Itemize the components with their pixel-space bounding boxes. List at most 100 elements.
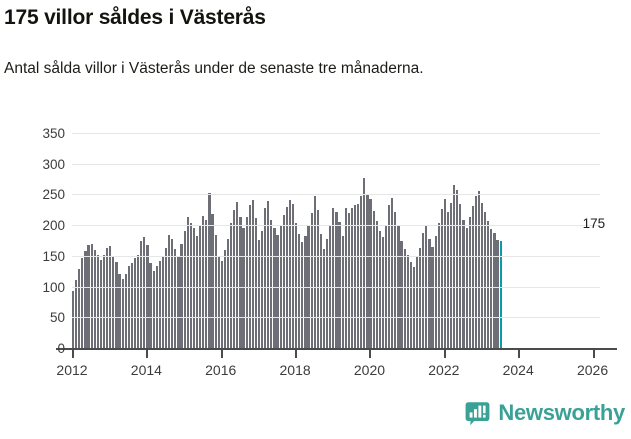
bar <box>288 199 292 348</box>
bar <box>465 227 468 348</box>
bar <box>254 218 257 348</box>
bar <box>127 266 130 348</box>
bar <box>403 248 406 348</box>
bar <box>143 237 146 348</box>
bar <box>378 231 381 348</box>
brand-name: Newsworthy <box>498 400 625 425</box>
bar <box>434 236 437 348</box>
bar <box>332 207 335 348</box>
bar <box>471 206 474 348</box>
bar <box>239 217 242 348</box>
bar <box>496 239 499 348</box>
bar-latest <box>499 240 503 348</box>
plot-area <box>72 133 600 348</box>
bar <box>158 261 161 348</box>
bar <box>440 209 443 348</box>
newsworthy-logo[interactable]: Newsworthy <box>465 400 625 426</box>
bar <box>319 233 323 348</box>
bar <box>183 231 186 348</box>
bar <box>493 232 496 348</box>
bar <box>81 258 84 348</box>
bar <box>245 217 248 348</box>
bar <box>164 247 168 348</box>
y-axis-tick-label: 200 <box>42 218 65 234</box>
bar <box>93 249 96 348</box>
bar <box>400 240 403 348</box>
x-axis-tick-label: 2020 <box>353 362 386 378</box>
bar <box>146 244 149 348</box>
bar <box>180 243 183 348</box>
bar <box>375 220 378 348</box>
bar <box>453 184 456 348</box>
bar <box>487 220 490 348</box>
bar <box>456 189 459 348</box>
bar <box>205 220 208 348</box>
bar <box>242 227 245 348</box>
y-axis-tick-label: 0 <box>57 341 65 356</box>
bar <box>174 249 177 348</box>
bar <box>102 255 106 348</box>
gridline <box>72 225 600 227</box>
bar <box>480 203 484 348</box>
bar <box>394 211 397 348</box>
bar <box>459 204 462 348</box>
gridline <box>72 163 600 165</box>
bar <box>78 268 81 348</box>
x-axis-tick <box>146 350 149 358</box>
y-axis-tick-label: 150 <box>42 248 65 264</box>
bar <box>446 211 450 348</box>
value-annotation: 175 <box>582 215 606 231</box>
x-axis-tick-label: 2022 <box>428 362 460 378</box>
bar <box>270 220 273 348</box>
bar-series <box>72 133 600 348</box>
bar <box>363 178 366 348</box>
bar <box>208 193 211 348</box>
bar <box>335 212 338 348</box>
bar <box>388 204 391 348</box>
bar <box>99 260 103 348</box>
bar <box>223 249 226 348</box>
gridline <box>72 286 600 288</box>
bar <box>412 266 416 348</box>
bar <box>282 215 285 348</box>
bar <box>291 203 295 348</box>
y-axis-tick-label: 250 <box>42 187 65 203</box>
bar <box>422 232 425 348</box>
bar-chart: 0 50 100 150 200 250 300 350 2012 2014 2016 2018 20… <box>0 118 631 378</box>
x-axis-tick <box>518 350 521 358</box>
bar <box>298 234 301 348</box>
footer: Newsworthy <box>0 398 631 439</box>
bar <box>118 273 121 348</box>
bar <box>366 194 369 348</box>
bar <box>285 206 288 348</box>
bar <box>322 248 326 348</box>
gridline <box>72 133 600 134</box>
bar <box>233 210 236 348</box>
gridline <box>72 348 600 349</box>
bar <box>152 270 155 348</box>
bar <box>264 207 267 348</box>
bar <box>474 195 477 348</box>
x-axis-tick-label: 2014 <box>130 362 162 378</box>
bar <box>248 204 251 348</box>
bar <box>261 231 264 348</box>
bar <box>437 222 440 348</box>
bar <box>75 280 78 348</box>
bar <box>276 234 279 348</box>
bar <box>338 222 341 348</box>
bar <box>220 261 223 348</box>
bar <box>431 246 434 348</box>
bar <box>84 250 87 348</box>
bar <box>484 211 487 348</box>
bar <box>344 207 347 348</box>
bar <box>236 202 239 348</box>
bar <box>195 236 199 348</box>
bar <box>419 247 422 348</box>
x-axis-tick <box>369 350 372 358</box>
x-axis-tick <box>72 350 74 358</box>
x-axis-tick <box>295 350 298 358</box>
bar <box>130 263 134 348</box>
x-axis-tick-label: 2026 <box>576 362 609 378</box>
bar <box>133 258 137 348</box>
bar <box>226 238 230 348</box>
